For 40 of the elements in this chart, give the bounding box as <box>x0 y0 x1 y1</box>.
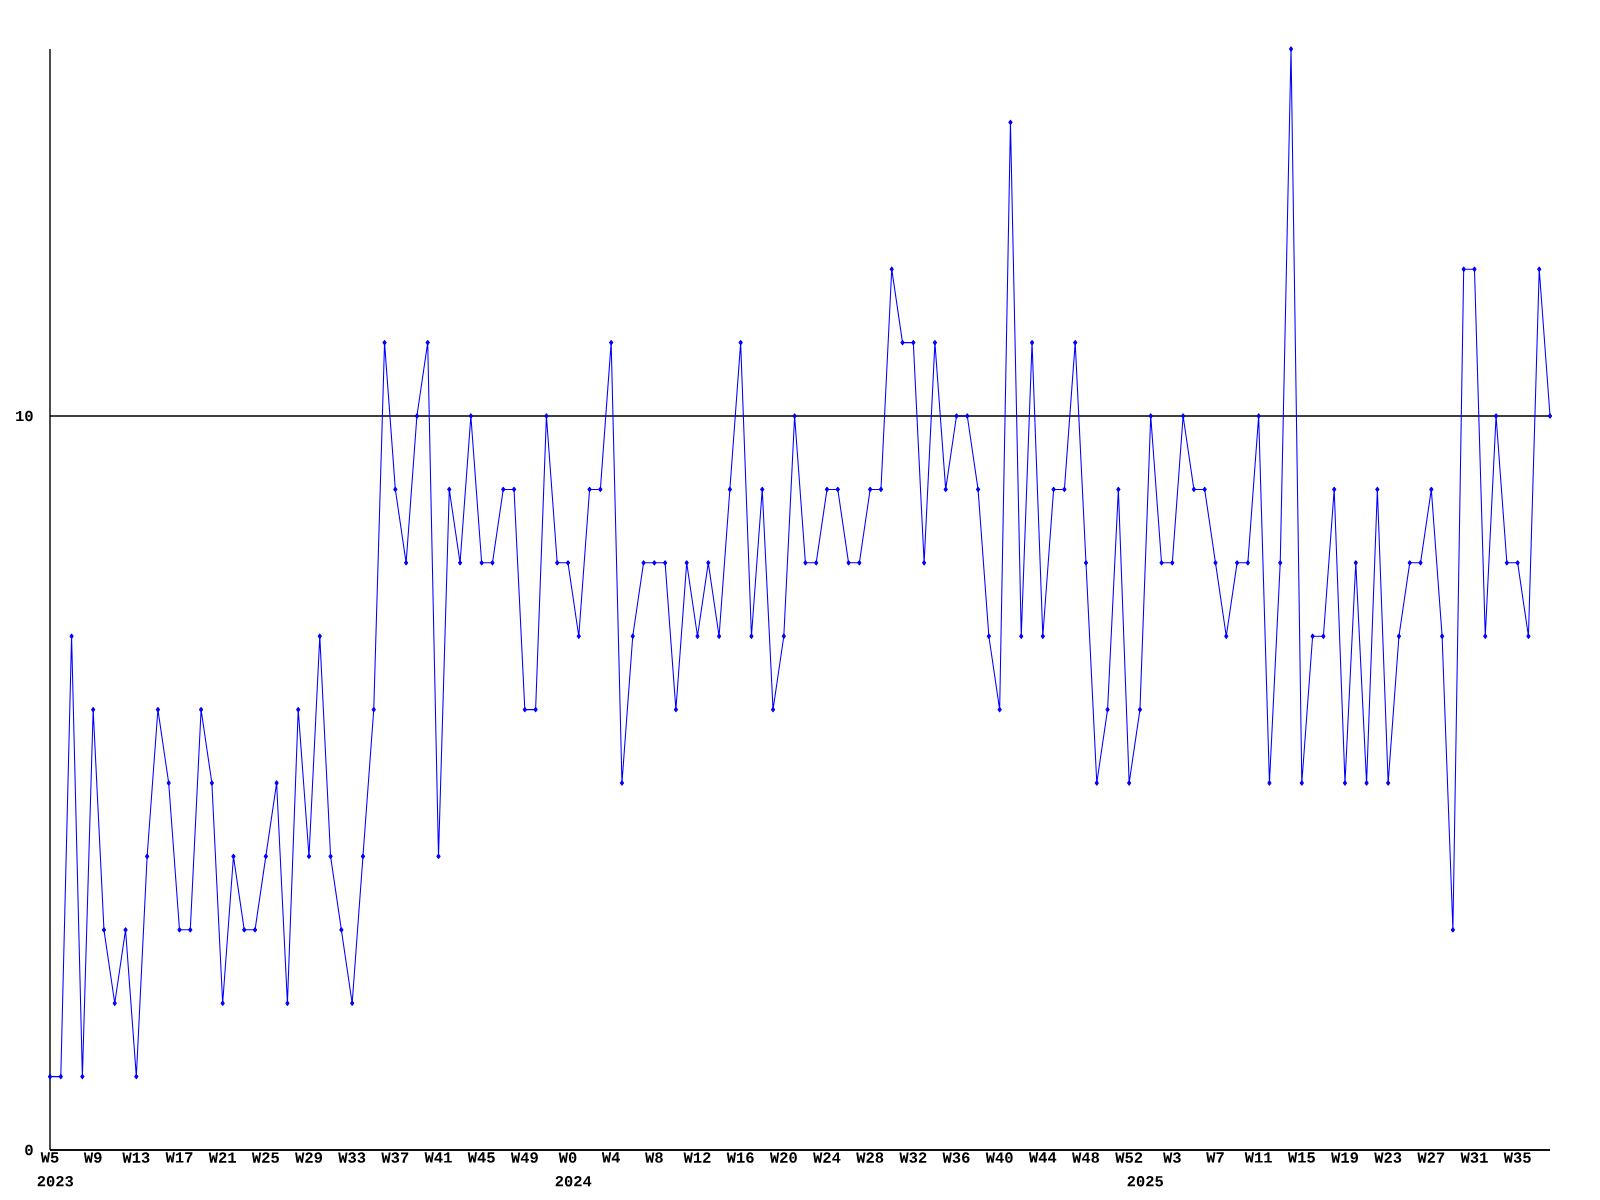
x-tick-label: W13 <box>122 1152 150 1163</box>
x-tick-label: W9 <box>83 1152 102 1163</box>
x-tick-label: W20 <box>769 1152 797 1163</box>
text: 2025 <box>1127 1176 1163 1187</box>
x-tick-label: W3 <box>1163 1152 1181 1163</box>
x-tick-label: W5 <box>40 1152 59 1163</box>
x-tick-label: W33 <box>338 1152 366 1163</box>
x-tick-label: W19 <box>1331 1152 1358 1163</box>
x-tick-label: W15 <box>1287 1152 1315 1163</box>
x-tick-label: W23 <box>1374 1152 1402 1163</box>
x-tick-label: W36 <box>942 1152 970 1163</box>
x-tick-label: W35 <box>1503 1152 1531 1163</box>
text: 2024 <box>555 1176 592 1187</box>
x-tick-label: W0 <box>558 1152 577 1163</box>
x-tick-label: W28 <box>856 1152 884 1163</box>
x-tick-label: W48 <box>1072 1152 1100 1163</box>
x-tick-label: W21 <box>208 1152 236 1163</box>
x-tick-label: W49 <box>510 1152 538 1163</box>
x-tick-label: W25 <box>251 1152 279 1163</box>
x-tick-label: W17 <box>165 1152 193 1163</box>
x-tick-label: W40 <box>985 1152 1013 1163</box>
x-tick-label: W27 <box>1417 1152 1445 1163</box>
x-tick-label: W4 <box>601 1152 620 1163</box>
x-tick-label: W24 <box>813 1152 841 1163</box>
x-tick-label: W52 <box>1115 1152 1143 1163</box>
x-tick-label: W37 <box>381 1152 409 1163</box>
x-tick-label: W11 <box>1244 1152 1272 1163</box>
x-tick-label: W8 <box>645 1152 663 1163</box>
x-tick-label: W44 <box>1028 1152 1057 1163</box>
x-tick-label: W12 <box>683 1152 711 1163</box>
x-tick-label: W16 <box>726 1152 754 1163</box>
x-tick-label: W32 <box>899 1152 927 1163</box>
text: 2023 <box>37 1176 74 1187</box>
x-tick-label: W45 <box>467 1152 495 1163</box>
y-tick-label: 0 <box>25 1144 33 1156</box>
x-tick-label: W31 <box>1460 1152 1488 1163</box>
y-tick-label: 10 <box>16 410 33 422</box>
x-tick-label: W41 <box>424 1152 452 1163</box>
x-tick-label: W29 <box>295 1152 323 1163</box>
x-tick-label: W7 <box>1206 1152 1224 1163</box>
